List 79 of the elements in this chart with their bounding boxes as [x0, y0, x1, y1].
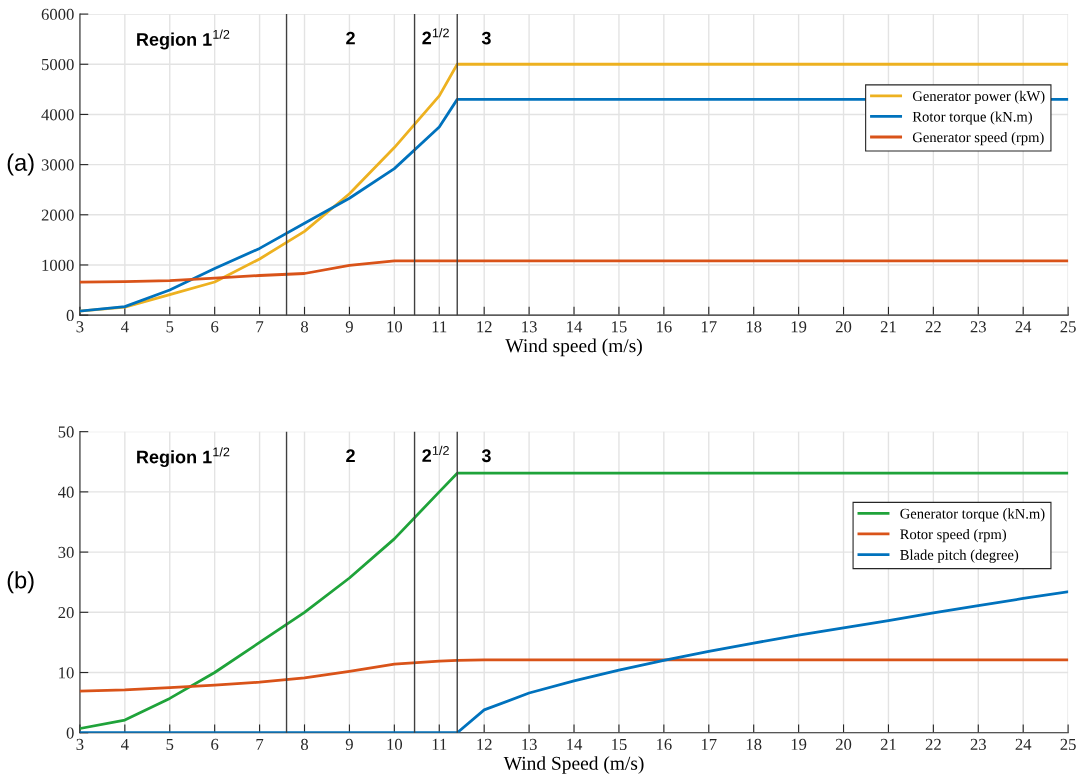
x-tick-label: 13 — [522, 738, 537, 751]
x-axis-title: Wind Speed (m/s) — [503, 756, 644, 774]
x-tick-label: 21 — [880, 738, 896, 750]
annotation: 2 — [346, 449, 355, 462]
x-tick-label: 14 — [567, 738, 583, 750]
x-tick-label: 4 — [121, 321, 129, 333]
x-tick-label: 23 — [970, 321, 986, 333]
y-tick-label: 40 — [58, 486, 74, 498]
x-tick-label: 6 — [211, 321, 219, 333]
x-tick-label: 24 — [1015, 738, 1032, 750]
x-tick-label: 12 — [477, 321, 492, 333]
x-tick-label: 13 — [522, 321, 537, 333]
legend-label: Rotor speed (rpm) — [900, 528, 1007, 543]
x-tick-label: 8 — [300, 738, 309, 751]
x-tick-label: 10 — [387, 321, 403, 333]
y-tick-label: 30 — [58, 546, 74, 559]
line-series — [79, 259, 1069, 284]
x-tick-label: 12 — [477, 738, 492, 750]
annotation: 3 — [481, 31, 491, 45]
y-tick-label: 4000 — [41, 109, 74, 121]
annotation: 3 — [481, 449, 491, 463]
y-tick-label: 20 — [58, 607, 74, 619]
legend-label: Blade pitch (degree) — [900, 549, 1019, 563]
line-series — [79, 658, 1069, 693]
y-tick-label: 2000 — [41, 209, 74, 221]
x-tick-label: 16 — [656, 738, 672, 751]
x-tick-label: 24 — [1015, 321, 1032, 333]
x-tick-label: 3 — [76, 738, 84, 751]
legend-label: Generator speed (rpm) — [912, 131, 1044, 146]
legend-label: Generator power (kW) — [912, 90, 1045, 104]
x-tick-label: 25 — [1060, 321, 1076, 333]
x-tick-label: 23 — [970, 738, 986, 751]
y-tick-label: 0 — [66, 309, 74, 322]
x-tick-label: 18 — [746, 321, 762, 333]
x-tick-label: 9 — [345, 321, 353, 333]
x-tick-label: 21 — [880, 321, 896, 333]
x-tick-label: 4 — [121, 738, 129, 750]
annotation: Region 1$^{1/2}$ — [137, 29, 230, 50]
x-tick-label: 17 — [701, 738, 717, 750]
x-tick-label: 5 — [166, 321, 174, 333]
x-tick-label: 22 — [925, 738, 941, 750]
x-tick-label: 18 — [746, 738, 762, 751]
x-tick-label: 15 — [612, 738, 627, 751]
x-tick-label: 10 — [387, 738, 403, 751]
x-tick-label: 11 — [432, 738, 447, 750]
annotation: 2$^{1/2}$ — [422, 28, 449, 45]
x-tick-label: 7 — [256, 321, 264, 333]
x-tick-label: 11 — [432, 321, 447, 333]
x-tick-label: 5 — [166, 738, 174, 751]
x-tick-label: 25 — [1060, 738, 1076, 751]
annotation: Region 1$^{1/2}$ — [137, 447, 230, 468]
x-tick-label: 7 — [256, 738, 264, 750]
x-tick-label: 20 — [835, 321, 852, 333]
x-tick-label: 15 — [612, 321, 627, 333]
annotation: 2 — [346, 31, 355, 45]
x-tick-label: 3 — [76, 321, 84, 333]
annotation: 2$^{1/2}$ — [422, 445, 449, 462]
x-tick-label: 19 — [791, 738, 807, 751]
y-tick-label: 10 — [59, 667, 74, 679]
x-tick-label: 19 — [791, 321, 807, 333]
legend-label: Rotor torque (kN.m) — [912, 111, 1032, 125]
y-tick-label: 1000 — [42, 259, 74, 271]
x-tick-label: 8 — [300, 321, 309, 333]
x-tick-label: 16 — [656, 321, 672, 333]
x-tick-label: 14 — [567, 321, 583, 333]
text: (a) — [7, 153, 34, 176]
y-tick-label: 6000 — [41, 8, 74, 21]
x-tick-label: 22 — [925, 321, 941, 333]
y-tick-label: 50 — [58, 426, 74, 438]
legend-label: Generator torque (kN.m) — [900, 508, 1045, 522]
x-tick-label: 6 — [211, 738, 219, 751]
x-tick-label: 17 — [701, 321, 717, 333]
y-tick-label: 0 — [66, 727, 74, 739]
y-tick-label: 5000 — [42, 58, 74, 71]
x-axis-title: Wind speed (m/s) — [505, 338, 642, 357]
text: (b) — [7, 571, 34, 594]
x-tick-label: 9 — [345, 738, 353, 751]
y-tick-label: 3000 — [41, 159, 74, 171]
x-tick-label: 20 — [835, 738, 852, 751]
